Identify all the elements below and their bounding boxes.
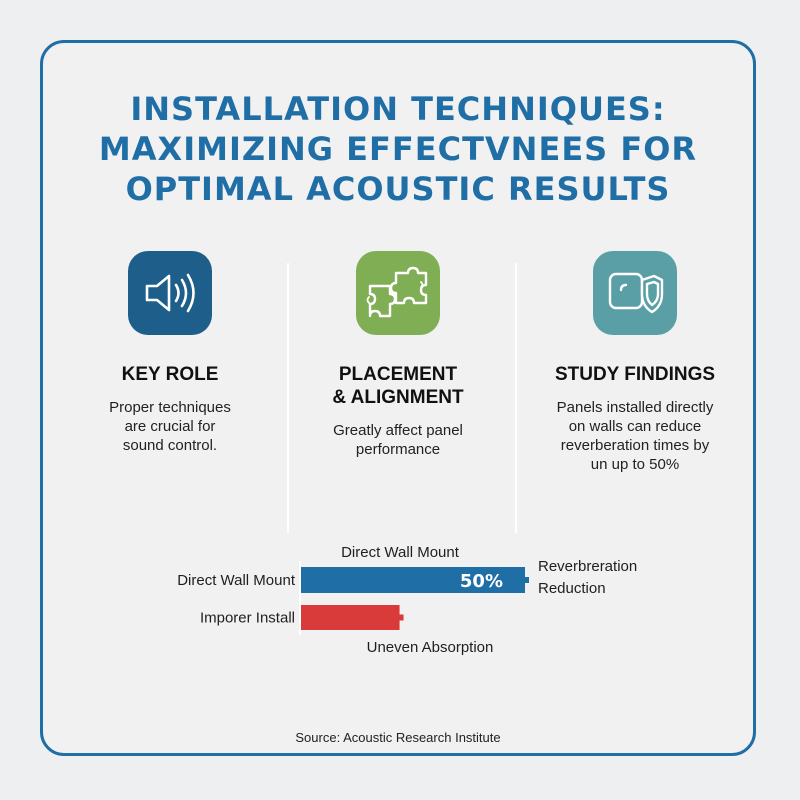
- heading-line: & ALIGNMENT: [332, 387, 464, 408]
- bar-improper-install: [301, 605, 400, 630]
- desc-line: sound control.: [122, 437, 218, 454]
- column-description: Greatly affect panel performance: [288, 421, 508, 459]
- heading-line: KEY ROLE: [121, 364, 219, 385]
- desc-line: Proper techniques: [109, 399, 231, 416]
- desc-line: reverberation times by: [560, 437, 710, 454]
- bar-end-marker: [398, 614, 404, 621]
- title-line-2: MAXIMIZING EFFECTVNEES FOR: [98, 130, 698, 168]
- desc-line: Greatly affect panel: [333, 422, 463, 439]
- column-heading: PLACEMENT & ALIGNMENT: [288, 363, 508, 409]
- title-line-3: OPTIMAL ACOUSTIC RESULTS: [125, 170, 671, 208]
- desc-line: Panels installed directly: [556, 399, 714, 416]
- title-line-1: INSTALLATION TECHNIQUES:: [130, 90, 666, 128]
- bar-value-label: 50%: [460, 571, 503, 592]
- shield-icon-box: [593, 251, 677, 335]
- chart-annotation-top: Direct Wall Mount: [341, 544, 460, 561]
- desc-line: are crucial for: [124, 418, 216, 435]
- column-study-findings: STUDY FINDINGS Panels installed directly…: [525, 251, 745, 474]
- reverberation-bar-chart: Direct Wall Mount Reverbreration Reducti…: [177, 544, 637, 656]
- chart-bars: Direct Wall Mount 50% Imporer Install: [177, 567, 529, 630]
- desc-line: on walls can reduce: [568, 418, 702, 435]
- column-heading: KEY ROLE: [60, 363, 280, 386]
- page-title: INSTALLATION TECHNIQUES: MAXIMIZING EFFE…: [43, 89, 753, 209]
- column-heading: STUDY FINDINGS: [525, 363, 745, 386]
- shield-icon: [608, 272, 664, 314]
- desc-line: un up to 50%: [590, 456, 680, 473]
- chart-annotation-right: Reduction: [538, 580, 606, 597]
- infographic-card: INSTALLATION TECHNIQUES: MAXIMIZING EFFE…: [40, 40, 756, 756]
- bar-direct-wall-mount: [301, 567, 525, 593]
- column-divider: [515, 263, 517, 533]
- chart-annotation-bottom: Uneven Absorption: [367, 639, 494, 656]
- speaker-icon: [145, 273, 195, 313]
- column-divider: [287, 263, 289, 533]
- heading-line: PLACEMENT: [338, 364, 458, 385]
- desc-line: performance: [355, 441, 441, 458]
- puzzle-icon: [366, 266, 428, 318]
- speaker-icon-box: [128, 251, 212, 335]
- puzzle-icon-box: [356, 251, 440, 335]
- heading-line: STUDY FINDINGS: [554, 364, 716, 385]
- bar-category-label: Imporer Install: [200, 610, 295, 627]
- bar-category-label: Direct Wall Mount: [177, 572, 296, 589]
- chart-annotation-right: Reverbreration: [538, 558, 637, 575]
- column-description: Panels installed directly on walls can r…: [525, 398, 745, 474]
- column-placement: PLACEMENT & ALIGNMENT Greatly affect pan…: [288, 251, 508, 459]
- column-key-role: KEY ROLE Proper techniques are crucial f…: [60, 251, 280, 455]
- source-caption: Source: Acoustic Research Institute: [295, 730, 501, 745]
- column-description: Proper techniques are crucial for sound …: [60, 398, 280, 455]
- bar-end-marker: [524, 577, 529, 583]
